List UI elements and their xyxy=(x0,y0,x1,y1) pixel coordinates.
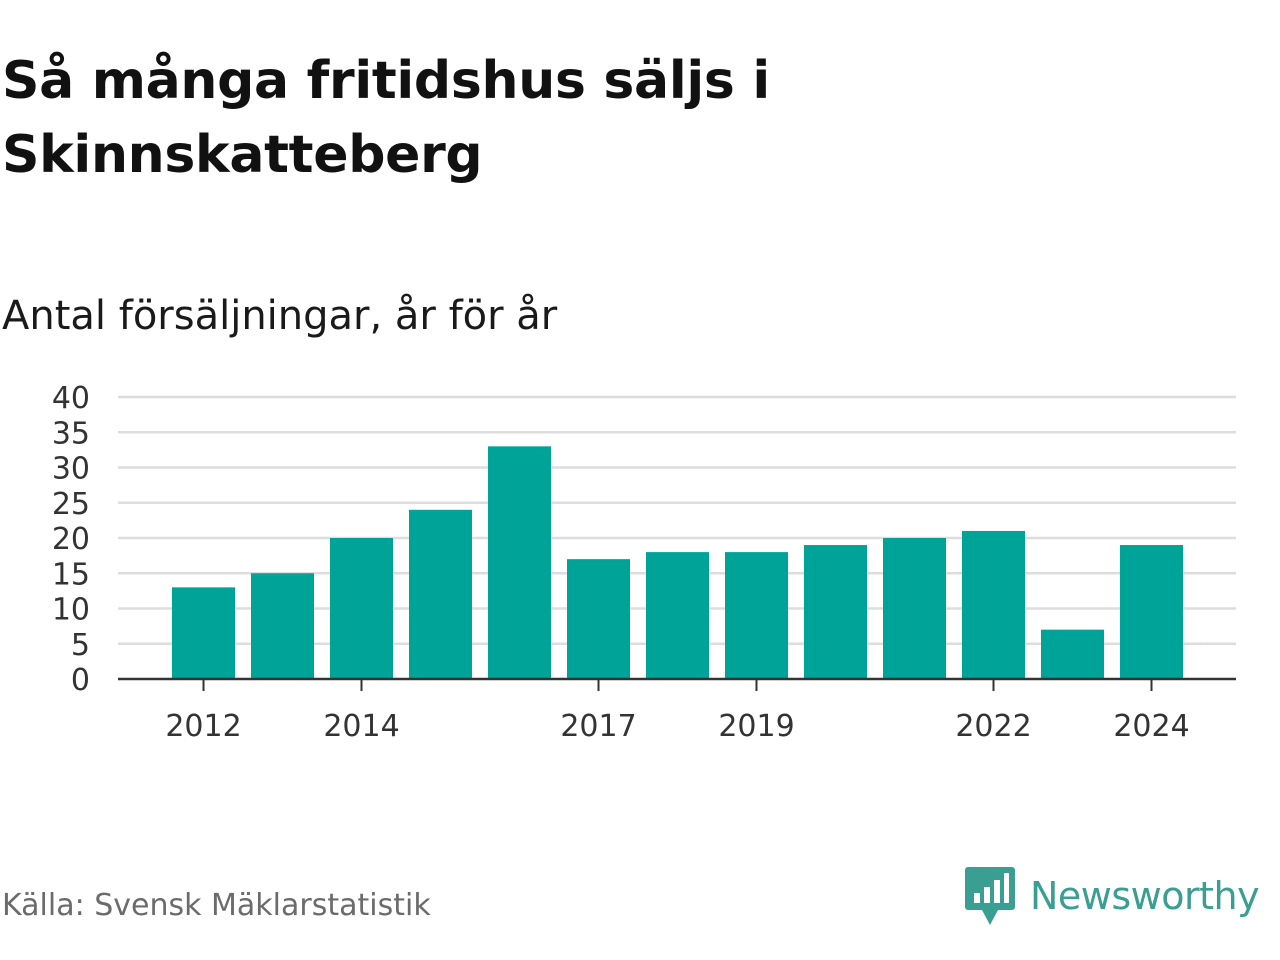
y-tick-label: 10 xyxy=(52,593,90,628)
bar-2013 xyxy=(251,573,314,679)
bar-2019 xyxy=(725,552,788,679)
y-tick-label: 30 xyxy=(52,452,90,487)
bar-2022 xyxy=(962,530,1025,679)
x-tick-label: 2024 xyxy=(1113,709,1189,744)
bar-2024 xyxy=(1120,545,1183,679)
bar-2012 xyxy=(172,587,235,679)
source-note: Källa: Svensk Mäklarstatistik xyxy=(2,888,431,923)
brand-name: Newsworthy xyxy=(1030,874,1260,918)
y-tick-label: 40 xyxy=(52,381,90,416)
bar-2021 xyxy=(883,538,946,679)
bar-2020 xyxy=(804,545,867,679)
x-tick-label: 2012 xyxy=(165,709,241,744)
bars xyxy=(172,446,1183,679)
x-tick-label: 2014 xyxy=(323,709,399,744)
newsworthy-brand[interactable]: Newsworthy xyxy=(964,864,1260,928)
x-tick-label: 2022 xyxy=(955,709,1031,744)
x-axis-tick-labels: 2012 2014 2017 2019 2022 2024 xyxy=(165,679,1190,744)
x-tick-label: 2017 xyxy=(560,709,636,744)
bar-2017 xyxy=(567,559,630,679)
bar-2014 xyxy=(330,538,393,679)
chart-title: Så många fritidshus säljs i Skinnskatteb… xyxy=(2,51,770,185)
y-tick-label: 20 xyxy=(52,522,90,557)
y-tick-label: 0 xyxy=(71,663,90,698)
y-tick-label: 35 xyxy=(52,416,90,451)
chart-subtitle: Antal försäljningar, år för år xyxy=(2,293,558,339)
bar-2016 xyxy=(488,446,551,679)
x-tick-label: 2019 xyxy=(718,709,794,744)
bar-2023 xyxy=(1041,629,1104,679)
y-tick-label: 15 xyxy=(52,557,90,592)
bar-2015 xyxy=(409,509,472,679)
y-tick-label: 25 xyxy=(52,487,90,522)
newsworthy-logo-icon xyxy=(965,867,1015,925)
y-tick-label: 5 xyxy=(71,628,90,663)
bar-2018 xyxy=(646,552,709,679)
